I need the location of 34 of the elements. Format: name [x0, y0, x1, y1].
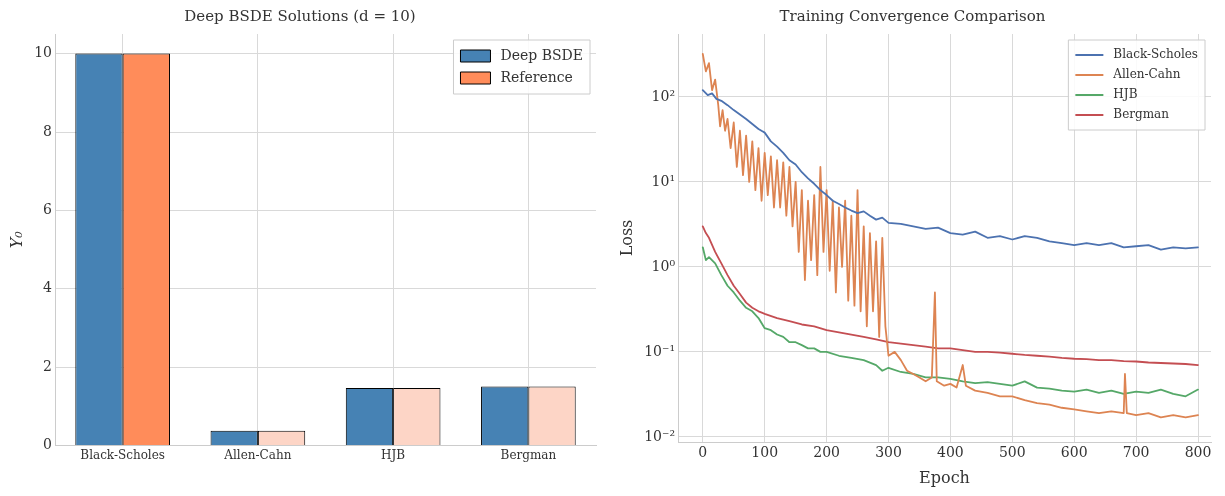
x-tick-label: 300: [875, 444, 902, 461]
y-tick-label: 8: [43, 122, 53, 139]
y-tick-label: 10: [34, 44, 53, 61]
x-tick-label: HJB: [381, 447, 406, 462]
y-tick-label: 10²: [651, 87, 676, 104]
x-tick-label: Black-Scholes: [80, 447, 165, 462]
legend-label: Bergman: [1113, 107, 1170, 122]
x-tick-label: 600: [1060, 444, 1088, 461]
x-tick-label: 200: [813, 444, 840, 461]
legend-label: Deep BSDE: [500, 46, 583, 63]
y-axis-title: Y₀: [6, 230, 26, 249]
chart-title: Deep BSDE Solutions (d = 10): [184, 6, 416, 25]
y-tick-label: 10⁻¹: [644, 342, 676, 359]
y-tick-label: 10⁻²: [644, 427, 676, 444]
x-tick-label: 400: [937, 444, 964, 461]
x-tick-label: 0: [698, 444, 708, 461]
x-tick-label: 800: [1184, 444, 1212, 461]
y-tick-label: 2: [43, 357, 53, 374]
legend-label: Black-Scholes: [1113, 47, 1198, 62]
chart-title: Training Convergence Comparison: [779, 6, 1046, 25]
legend-label: Allen-Cahn: [1112, 67, 1181, 82]
x-axis-title: Epoch: [919, 467, 970, 487]
x-tick-label: 100: [751, 444, 779, 461]
y-tick-label: 10⁰: [651, 257, 676, 274]
legend-label: Reference: [500, 68, 573, 85]
x-tick-label: 700: [1122, 444, 1150, 461]
y-axis-title: Loss: [616, 219, 636, 257]
y-tick-label: 10¹: [651, 172, 676, 189]
x-tick-label: 500: [998, 444, 1026, 461]
legend-label: HJB: [1113, 87, 1138, 102]
x-tick-label: Allen-Cahn: [223, 447, 292, 462]
y-tick-label: 6: [43, 201, 53, 218]
x-tick-label: Bergman: [500, 447, 557, 462]
y-tick-label: 4: [43, 279, 53, 296]
